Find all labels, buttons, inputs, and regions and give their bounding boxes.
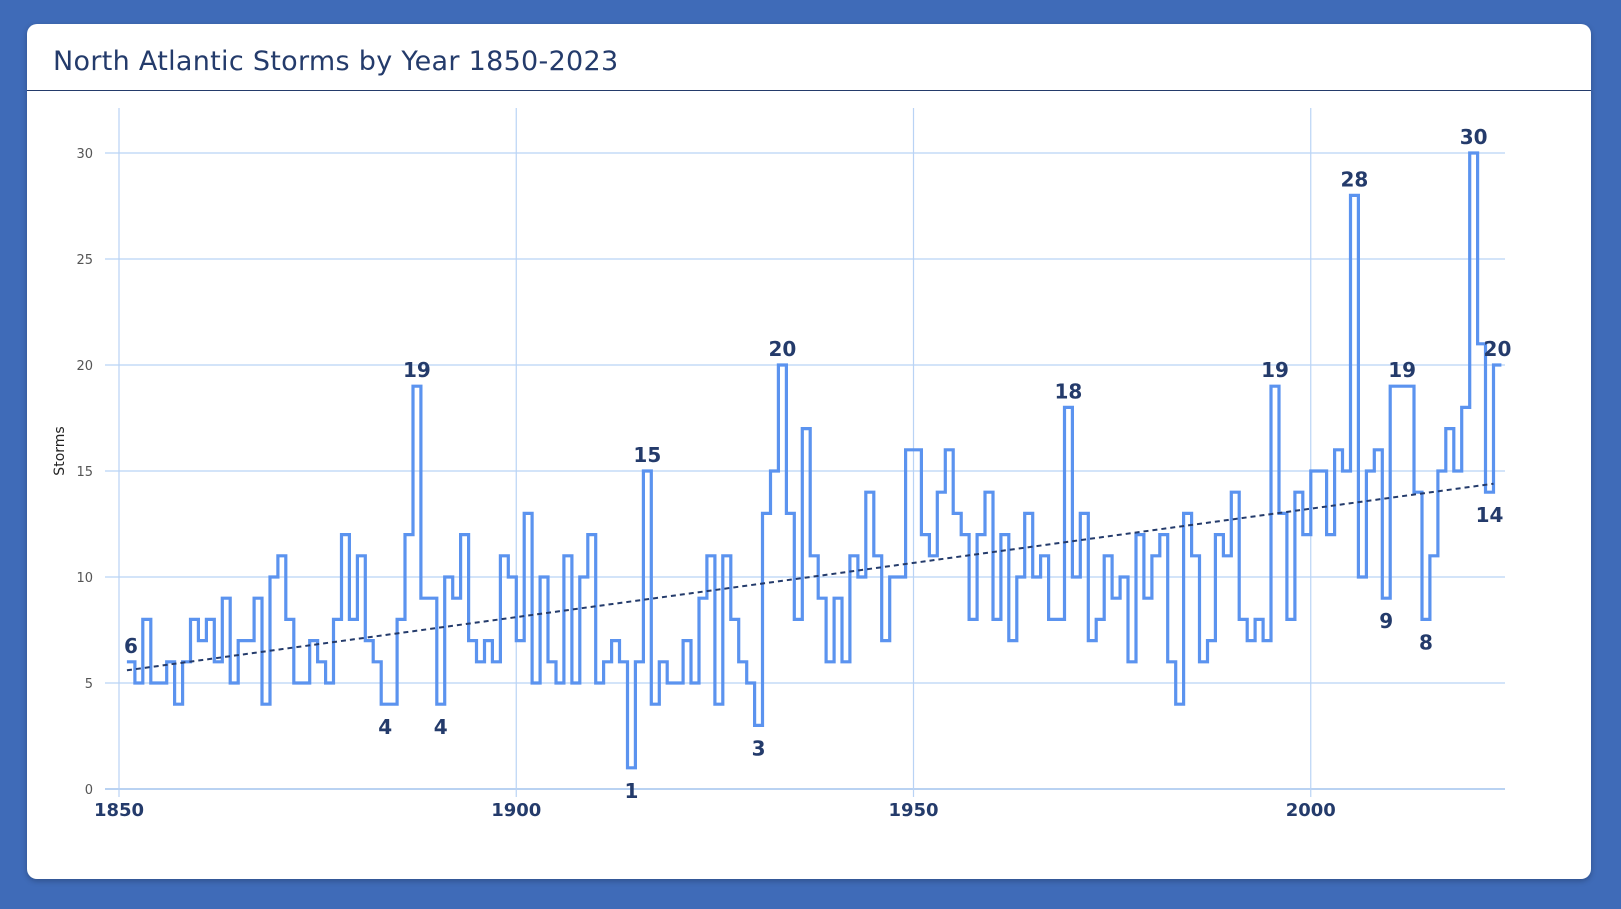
x-tick-label-2000: 2000 [1286,800,1336,821]
data-label-2009: 9 [1379,609,1393,633]
gridlines [105,108,1505,797]
y-tick-label-0: 0 [85,783,93,798]
data-label-1916: 15 [633,443,661,467]
data-label-2023: 20 [1484,337,1512,361]
y-tick-label-30: 30 [76,147,93,162]
data-label-1890: 4 [434,715,448,739]
trend-line [126,482,1494,672]
x-tick-label-1900: 1900 [491,800,541,821]
x-tick-label-1850: 1850 [94,800,144,821]
data-label-1851: 6 [124,634,138,658]
data-label-1887: 19 [403,358,431,382]
y-tick-label-5: 5 [85,677,93,692]
y-axis-label: Storms [52,426,68,475]
data-labels: 6 4 19 4 1 15 3 20 18 19 28 9 19 8 30 14 20 [124,125,1511,803]
data-label-1914: 1 [624,779,638,803]
data-label-1930: 3 [752,736,766,760]
storms-step-line [126,151,1502,770]
data-label-1969: 18 [1055,379,1083,403]
data-label-2020: 30 [1460,125,1488,149]
data-label-1883: 4 [378,715,392,739]
trendline [126,482,1494,672]
data-label-2011: 19 [1388,358,1416,382]
y-tick-label-20: 20 [76,359,93,374]
data-label-2014: 8 [1419,630,1433,654]
chart-card: North Atlantic Storms by Year 1850-2023 … [27,24,1591,879]
y-tick-label-15: 15 [76,465,93,480]
data-label-1995: 19 [1261,358,1289,382]
data-label-1933: 20 [768,337,796,361]
data-label-2005: 28 [1341,167,1369,191]
title-divider [27,90,1591,91]
y-tick-label-25: 25 [76,253,93,268]
series-storms [126,151,1502,770]
data-label-2022: 14 [1476,503,1504,527]
y-tick-label-10: 10 [76,571,93,586]
axes: 0 5 10 15 20 25 30 1850 1900 1950 2000 [76,147,1335,821]
x-tick-label-1950: 1950 [888,800,938,821]
chart-title: North Atlantic Storms by Year 1850-2023 [53,46,619,77]
